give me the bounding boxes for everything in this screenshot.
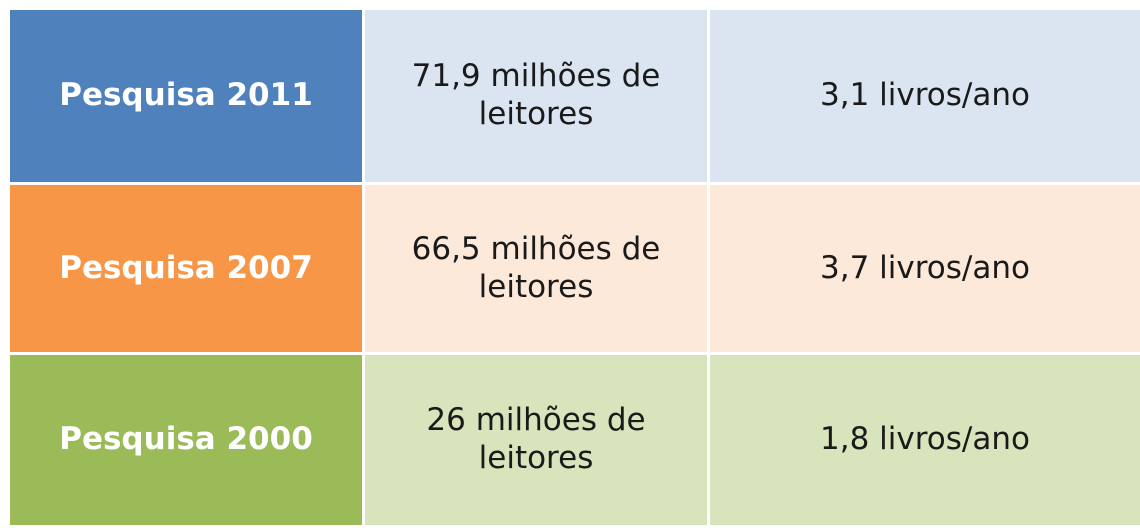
cell: 71,9 milhões de leitores [365, 10, 710, 185]
row-header: Pesquisa 2000 [10, 355, 365, 528]
row-header: Pesquisa 2011 [10, 10, 365, 185]
cell: 26 milhões de leitores [365, 355, 710, 528]
row-header: Pesquisa 2007 [10, 185, 365, 355]
cell: 3,7 livros/ano [710, 185, 1140, 355]
cell: 3,1 livros/ano [710, 10, 1140, 185]
cell: 66,5 milhões de leitores [365, 185, 710, 355]
cell: 1,8 livros/ano [710, 355, 1140, 528]
table: Pesquisa 2011 71,9 milhões de leitores 3… [10, 10, 1140, 528]
